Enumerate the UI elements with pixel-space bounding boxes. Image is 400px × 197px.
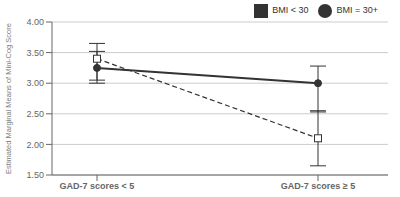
svg-text:4.00: 4.00: [26, 17, 44, 27]
svg-text:GAD-7 scores < 5: GAD-7 scores < 5: [60, 181, 135, 191]
svg-text:3.00: 3.00: [26, 78, 44, 88]
svg-text:GAD-7 scores ≥ 5: GAD-7 scores ≥ 5: [281, 181, 355, 191]
svg-text:3.50: 3.50: [26, 48, 44, 58]
svg-text:Estimated Marginal Means of Mi: Estimated Marginal Means of Mini-Cog Sco…: [8, 23, 13, 174]
svg-text:1.50: 1.50: [26, 170, 44, 180]
svg-text:2.50: 2.50: [26, 109, 44, 119]
html-text:BMI < 30: BMI < 30: [272, 5, 309, 16]
html-text:BMI = 30+: BMI = 30+: [336, 5, 378, 16]
svg-text:2.00: 2.00: [26, 140, 44, 150]
